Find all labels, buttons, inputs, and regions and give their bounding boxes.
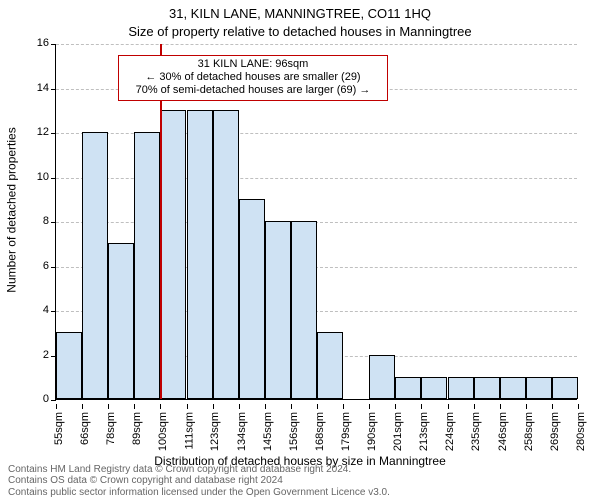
histogram-bar xyxy=(108,243,134,399)
chart-title-line2: Size of property relative to detached ho… xyxy=(0,24,600,39)
histogram-bar xyxy=(421,377,447,399)
histogram-bar xyxy=(239,199,265,399)
histogram-bar xyxy=(265,221,291,399)
footer-line3: Contains public sector information licen… xyxy=(8,487,592,499)
y-axis-label: Number of detached properties xyxy=(2,0,22,420)
histogram-bar xyxy=(395,377,421,399)
annotation-line1: 31 KILN LANE: 96sqm xyxy=(125,58,381,71)
histogram-bar xyxy=(526,377,552,399)
y-axis-label-text: Number of detached properties xyxy=(5,127,19,292)
histogram-bar xyxy=(187,110,213,399)
histogram-bar xyxy=(291,221,317,399)
histogram-bar xyxy=(82,132,108,399)
histogram-bar xyxy=(448,377,474,399)
footer-line2: Contains OS data © Crown copyright and d… xyxy=(8,475,592,487)
histogram-bar xyxy=(474,377,500,399)
annotation-line2: ← 30% of detached houses are smaller (29… xyxy=(125,71,381,84)
histogram-bar xyxy=(160,110,186,399)
chart-title-line1: 31, KILN LANE, MANNINGTREE, CO11 1HQ xyxy=(0,6,600,21)
footer-attribution: Contains HM Land Registry data © Crown c… xyxy=(8,464,592,499)
plot-area: 024681012141655sqm66sqm78sqm89sqm100sqm1… xyxy=(55,44,577,400)
chart-container: 31, KILN LANE, MANNINGTREE, CO11 1HQ Siz… xyxy=(0,0,600,500)
histogram-bar xyxy=(213,110,239,399)
footer-line1: Contains HM Land Registry data © Crown c… xyxy=(8,464,592,476)
histogram-bar xyxy=(552,377,578,399)
histogram-bar xyxy=(317,332,343,399)
annotation-line3: 70% of semi-detached houses are larger (… xyxy=(125,84,381,97)
annotation-box: 31 KILN LANE: 96sqm← 30% of detached hou… xyxy=(118,55,388,101)
histogram-bar xyxy=(56,332,82,399)
histogram-bar xyxy=(134,132,160,399)
histogram-bar xyxy=(369,355,395,400)
grid-line xyxy=(56,44,577,45)
histogram-bar xyxy=(500,377,526,399)
